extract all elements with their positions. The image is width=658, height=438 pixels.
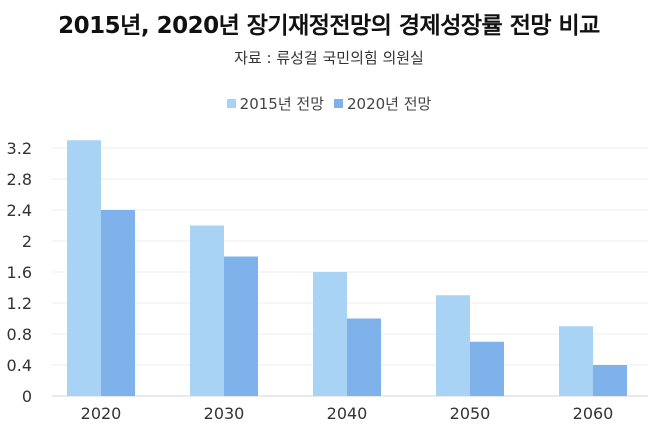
bar-2040-series-2 [347,318,381,396]
bar-2050-series-2 [470,341,504,396]
y-tick-label: 0.4 [7,356,32,375]
legend-label-2015: 2015년 전망 [239,95,324,113]
x-tick-label: 2060 [573,404,614,423]
bar-2020-series-1 [67,140,101,396]
y-tick-label: 3.2 [7,139,32,158]
legend-label-2020: 2020년 전망 [347,95,432,113]
bar-2030-series-2 [224,256,258,396]
legend-item-2015: 2015년 전망 [226,93,324,114]
chart-legend: 2015년 전망 2020년 전망 [0,93,658,114]
x-tick-label: 2030 [204,404,245,423]
y-tick-label: 0 [22,387,32,406]
y-tick-label: 0.8 [7,325,32,344]
bar-2030-series-1 [190,225,224,396]
bar-2020-series-2 [101,210,135,396]
bar-2050-series-1 [436,295,470,396]
chart-title: 2015년, 2020년 장기재정전망의 경제성장률 전망 비교 [58,13,600,39]
bar-2060-series-2 [593,365,627,396]
x-tick-label: 2020 [81,404,122,423]
y-tick-label: 1.2 [7,294,32,313]
bar-2040-series-1 [313,272,347,396]
x-tick-label: 2040 [327,404,368,423]
y-tick-label: 2.4 [7,201,32,220]
y-tick-label: 1.6 [7,263,32,282]
bar-2060-series-1 [559,326,593,396]
legend-swatch-2015 [226,99,236,108]
x-tick-label: 2050 [450,404,491,423]
y-tick-label: 2.8 [7,170,32,189]
legend-swatch-2020 [334,99,343,108]
chart-subtitle: 자료 : 류성걸 국민의힘 의원실 [234,49,424,67]
legend-item-2020: 2020년 전망 [334,93,431,114]
y-tick-label: 2 [22,232,32,251]
